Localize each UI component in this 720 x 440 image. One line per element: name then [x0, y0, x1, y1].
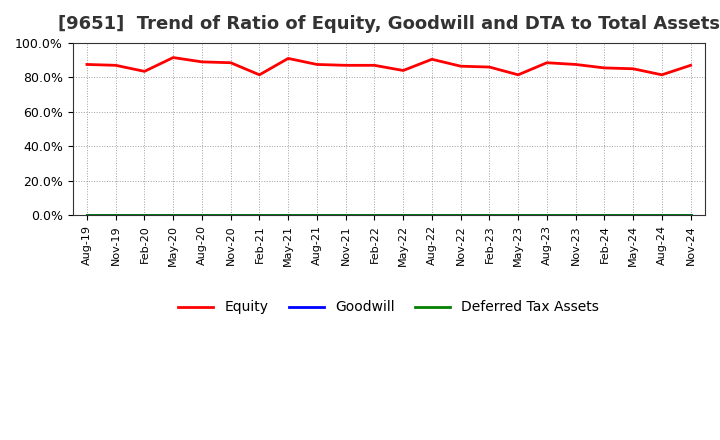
Goodwill	[341, 213, 350, 218]
Legend: Equity, Goodwill, Deferred Tax Assets: Equity, Goodwill, Deferred Tax Assets	[173, 295, 605, 320]
Equity	[456, 63, 465, 69]
Equity	[485, 64, 494, 70]
Equity	[226, 60, 235, 66]
Goodwill	[572, 213, 580, 218]
Goodwill	[514, 213, 523, 218]
Deferred Tax Assets	[686, 213, 695, 218]
Goodwill	[543, 213, 552, 218]
Goodwill	[686, 213, 695, 218]
Deferred Tax Assets	[112, 213, 120, 218]
Goodwill	[485, 213, 494, 218]
Deferred Tax Assets	[657, 213, 666, 218]
Deferred Tax Assets	[428, 213, 436, 218]
Deferred Tax Assets	[456, 213, 465, 218]
Goodwill	[312, 213, 321, 218]
Deferred Tax Assets	[543, 213, 552, 218]
Title: [9651]  Trend of Ratio of Equity, Goodwill and DTA to Total Assets: [9651] Trend of Ratio of Equity, Goodwil…	[58, 15, 720, 33]
Equity	[112, 62, 120, 68]
Deferred Tax Assets	[197, 213, 206, 218]
Goodwill	[169, 213, 178, 218]
Deferred Tax Assets	[255, 213, 264, 218]
Deferred Tax Assets	[600, 213, 608, 218]
Goodwill	[284, 213, 292, 218]
Equity	[255, 72, 264, 77]
Equity	[341, 62, 350, 68]
Equity	[543, 60, 552, 66]
Deferred Tax Assets	[485, 213, 494, 218]
Equity	[284, 56, 292, 61]
Deferred Tax Assets	[312, 213, 321, 218]
Goodwill	[428, 213, 436, 218]
Deferred Tax Assets	[169, 213, 178, 218]
Goodwill	[112, 213, 120, 218]
Equity	[600, 65, 608, 70]
Goodwill	[140, 213, 149, 218]
Equity	[399, 68, 408, 73]
Equity	[514, 72, 523, 77]
Goodwill	[226, 213, 235, 218]
Deferred Tax Assets	[629, 213, 637, 218]
Goodwill	[629, 213, 637, 218]
Deferred Tax Assets	[370, 213, 379, 218]
Equity	[657, 72, 666, 77]
Equity	[312, 62, 321, 67]
Equity	[169, 55, 178, 60]
Deferred Tax Assets	[399, 213, 408, 218]
Equity	[197, 59, 206, 65]
Goodwill	[600, 213, 608, 218]
Goodwill	[370, 213, 379, 218]
Line: Equity: Equity	[87, 58, 690, 75]
Equity	[686, 62, 695, 68]
Deferred Tax Assets	[140, 213, 149, 218]
Equity	[370, 62, 379, 68]
Goodwill	[399, 213, 408, 218]
Deferred Tax Assets	[83, 213, 91, 218]
Goodwill	[83, 213, 91, 218]
Goodwill	[197, 213, 206, 218]
Deferred Tax Assets	[572, 213, 580, 218]
Equity	[83, 62, 91, 67]
Goodwill	[456, 213, 465, 218]
Equity	[140, 69, 149, 74]
Goodwill	[657, 213, 666, 218]
Deferred Tax Assets	[514, 213, 523, 218]
Goodwill	[255, 213, 264, 218]
Equity	[629, 66, 637, 71]
Equity	[572, 62, 580, 67]
Deferred Tax Assets	[284, 213, 292, 218]
Deferred Tax Assets	[226, 213, 235, 218]
Deferred Tax Assets	[341, 213, 350, 218]
Equity	[428, 57, 436, 62]
